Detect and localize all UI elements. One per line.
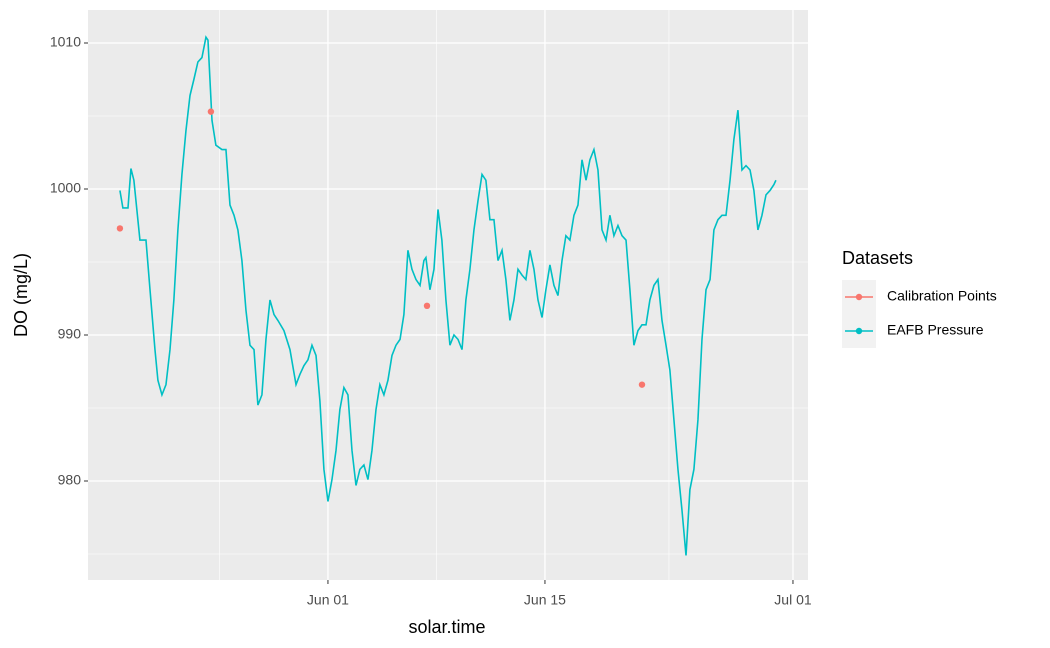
data-point xyxy=(207,108,215,115)
legend-label: Calibration Points xyxy=(887,288,997,304)
legend-point xyxy=(855,293,863,301)
y-axis-title: DO (mg/L) xyxy=(11,253,31,337)
panel xyxy=(88,10,808,580)
y-tick-label: 980 xyxy=(58,472,82,488)
legend-label: EAFB Pressure xyxy=(887,322,984,338)
data-point xyxy=(116,225,124,232)
data-line xyxy=(119,35,777,556)
y-tick-label: 1010 xyxy=(50,34,81,50)
legend-title: Datasets xyxy=(842,248,913,268)
x-tick-label: Jun 15 xyxy=(524,592,566,608)
x-axis-title: solar.time xyxy=(408,617,485,637)
legend-point xyxy=(855,327,863,335)
y-tick-label: 1000 xyxy=(50,180,81,196)
x-tick-label: Jul 01 xyxy=(774,592,812,608)
x-tick-label: Jun 01 xyxy=(307,592,349,608)
y-tick-label: 990 xyxy=(58,326,82,342)
data-point xyxy=(638,381,646,388)
data-point xyxy=(423,302,431,310)
